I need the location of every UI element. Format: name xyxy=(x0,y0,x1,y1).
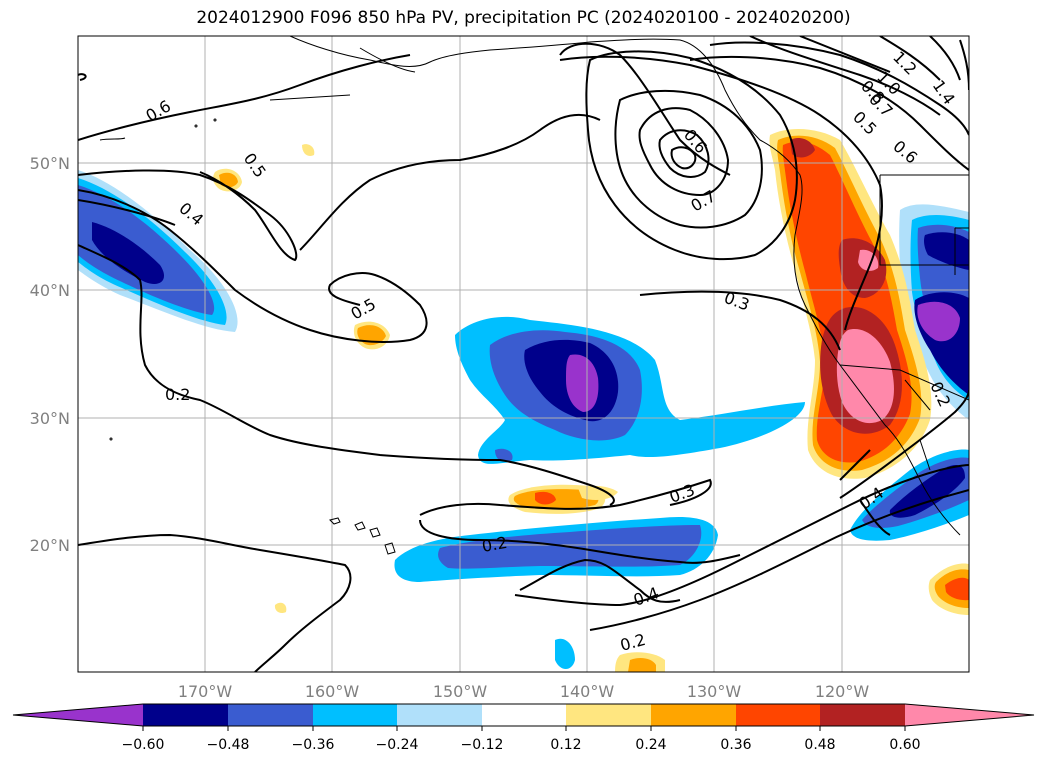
colorbar-segment xyxy=(313,704,397,726)
contour-label: 0.2 xyxy=(480,533,508,556)
colorbar-tick-label: 0.48 xyxy=(804,737,835,753)
colorbar-segment xyxy=(905,704,1034,726)
colorbar-tick-label: −0.48 xyxy=(207,737,250,753)
colorbar-tick-label: 0.36 xyxy=(720,737,751,753)
pv-contours xyxy=(78,36,969,672)
lat-tick-label: 40°N xyxy=(30,281,70,300)
colorbar-segment xyxy=(651,704,736,726)
latitude-tick-labels: 50°N 40°N 30°N 20°N xyxy=(30,154,70,555)
lon-tick-label: 140°W xyxy=(560,682,615,701)
coastlines xyxy=(99,36,969,536)
colorbar-segment xyxy=(482,704,566,726)
colorbar-tick-label: 0.60 xyxy=(889,737,920,753)
lon-tick-label: 150°W xyxy=(433,682,488,701)
lat-tick-label: 20°N xyxy=(30,536,70,555)
precip-negative-central xyxy=(455,316,805,464)
colorbar-tick-label: −0.36 xyxy=(292,737,335,753)
lat-tick-label: 50°N xyxy=(30,154,70,173)
colorbar-segment xyxy=(820,704,905,726)
colorbar-segment xyxy=(736,704,820,726)
islands xyxy=(109,118,396,555)
precip-positive-coast xyxy=(769,128,932,479)
lon-tick-label: 170°W xyxy=(178,682,233,701)
colorbar-tick-label: −0.60 xyxy=(122,737,165,753)
colorbar-segment xyxy=(566,704,651,726)
plot-title: 2024012900 F096 850 hPa PV, precipitatio… xyxy=(196,8,851,28)
lon-tick-label: 160°W xyxy=(305,682,360,701)
lon-tick-label: 120°W xyxy=(815,682,870,701)
map-frame xyxy=(77,35,970,673)
colorbar-segment xyxy=(397,704,482,726)
colorbar-tick-label: 0.12 xyxy=(550,737,581,753)
colorbar-tick-label: −0.24 xyxy=(376,737,419,753)
contour-label: 0.2 xyxy=(165,385,190,404)
colorbar-tick-label: 0.24 xyxy=(635,737,666,753)
colorbar-tick-label: −0.12 xyxy=(461,737,504,753)
colorbar: −0.60 −0.48 −0.36 −0.24 −0.12 0.12 0.24 … xyxy=(12,703,1035,753)
lat-tick-label: 30°N xyxy=(30,409,70,428)
colorbar-segment xyxy=(13,704,143,726)
lon-tick-label: 130°W xyxy=(687,682,742,701)
gridlines xyxy=(78,36,969,672)
colorbar-segment xyxy=(228,704,313,726)
longitude-tick-labels: 170°W 160°W 150°W 140°W 130°W 120°W xyxy=(178,682,870,701)
precip-negative-west xyxy=(78,170,238,332)
colorbar-segment xyxy=(143,704,228,726)
